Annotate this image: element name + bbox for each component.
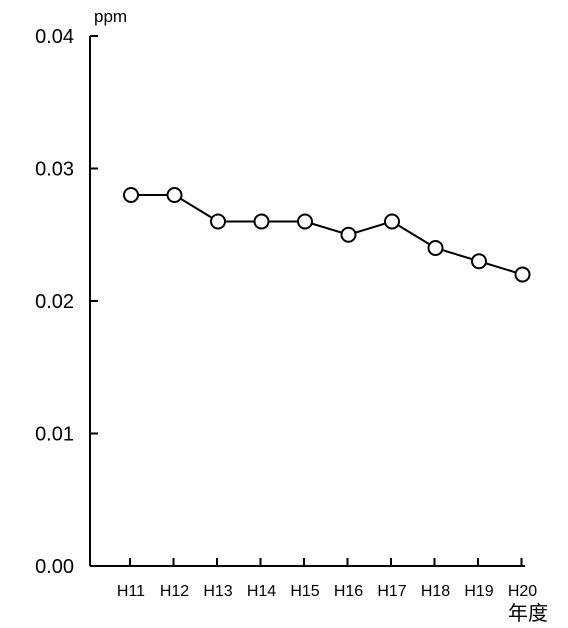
x-tick-label: H13 bbox=[203, 583, 232, 600]
data-point-h19 bbox=[471, 253, 487, 270]
x-tick-label: H19 bbox=[464, 583, 493, 600]
y-tick-label: 0.04 bbox=[35, 26, 74, 48]
data-point-h14 bbox=[253, 213, 270, 230]
x-tick-label: H14 bbox=[247, 583, 276, 600]
data-point-h11 bbox=[123, 187, 139, 203]
data-point-h12 bbox=[166, 187, 183, 203]
x-tick-label: H16 bbox=[334, 583, 363, 600]
data-point-h18 bbox=[427, 240, 444, 256]
data-point-h17 bbox=[384, 213, 400, 230]
x-tick-label: H11 bbox=[117, 583, 145, 600]
x-tick-label: H20 bbox=[508, 583, 537, 600]
data-point-h16 bbox=[340, 226, 357, 243]
series-line bbox=[131, 194, 523, 276]
data-point-h13 bbox=[210, 213, 226, 230]
y-tick-label: 0.03 bbox=[35, 159, 74, 181]
x-tick-label: H17 bbox=[377, 583, 406, 600]
x-axis-ticks: H11 H12 H13 H14 H15 H16 H17 H18 H19 H20 bbox=[117, 558, 537, 600]
data-point-h15 bbox=[297, 213, 313, 230]
y-tick-label: 0.01 bbox=[35, 424, 74, 446]
x-tick-label: H12 bbox=[160, 583, 189, 600]
series-group bbox=[123, 187, 531, 283]
y-tick-label: 0.00 bbox=[35, 556, 74, 578]
x-tick-label: H18 bbox=[421, 583, 450, 600]
x-axis-unit: 年度 bbox=[508, 602, 548, 625]
y-axis-unit: ppm bbox=[94, 7, 127, 26]
y-axis-ticks: 0.00 0.01 0.02 0.03 0.04 bbox=[35, 26, 98, 578]
y-tick-label: 0.02 bbox=[35, 291, 74, 313]
data-point-h20 bbox=[514, 266, 531, 283]
x-tick-label: H15 bbox=[290, 583, 319, 600]
